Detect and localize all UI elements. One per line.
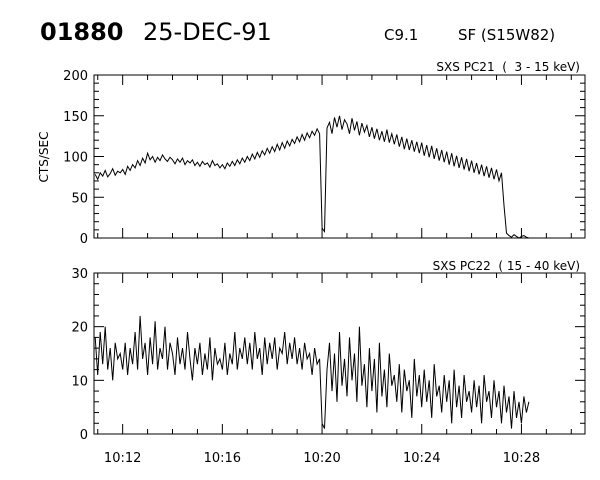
y-tick-label: 200 — [63, 69, 88, 84]
flare-location: SF (S15W82) — [458, 26, 555, 44]
y-tick-label: 10 — [71, 374, 88, 389]
y-tick-label: 30 — [71, 267, 88, 282]
y-tick-label: 150 — [63, 110, 88, 125]
x-tick-label: 10:12 — [104, 451, 141, 466]
y-tick-label: 50 — [71, 191, 88, 206]
plot-frame — [93, 272, 586, 435]
x-tick-label: 10:16 — [204, 451, 241, 466]
y-tick-label: 0 — [80, 232, 88, 247]
panel1-title: SXS PC21 ( 3 - 15 keV) — [436, 60, 580, 74]
goes-class: C9.1 — [384, 26, 418, 44]
panel2-title: SXS PC22 ( 15 - 40 keV) — [433, 259, 580, 273]
event-id: 01880 — [40, 18, 124, 46]
event-date: 25-DEC-91 — [143, 18, 272, 46]
y-axis-label: CTS/SEC — [37, 132, 51, 183]
panel-pc22: 0 10 20 30 10:12 10:16 10:20 10:24 10:28 — [71, 267, 586, 466]
y-tick-label: 0 — [80, 428, 88, 443]
y-tick-label: 20 — [71, 321, 88, 336]
x-tick-label: 10:20 — [303, 451, 340, 466]
y-tick-label: 100 — [63, 151, 88, 166]
series-line — [94, 115, 530, 239]
x-tick-label: 10:28 — [503, 451, 540, 466]
panel-pc21: 0 50 100 150 200 — [63, 69, 586, 247]
plot-frame — [93, 74, 586, 239]
x-tick-label: 10:24 — [403, 451, 440, 466]
series-line — [94, 315, 530, 429]
